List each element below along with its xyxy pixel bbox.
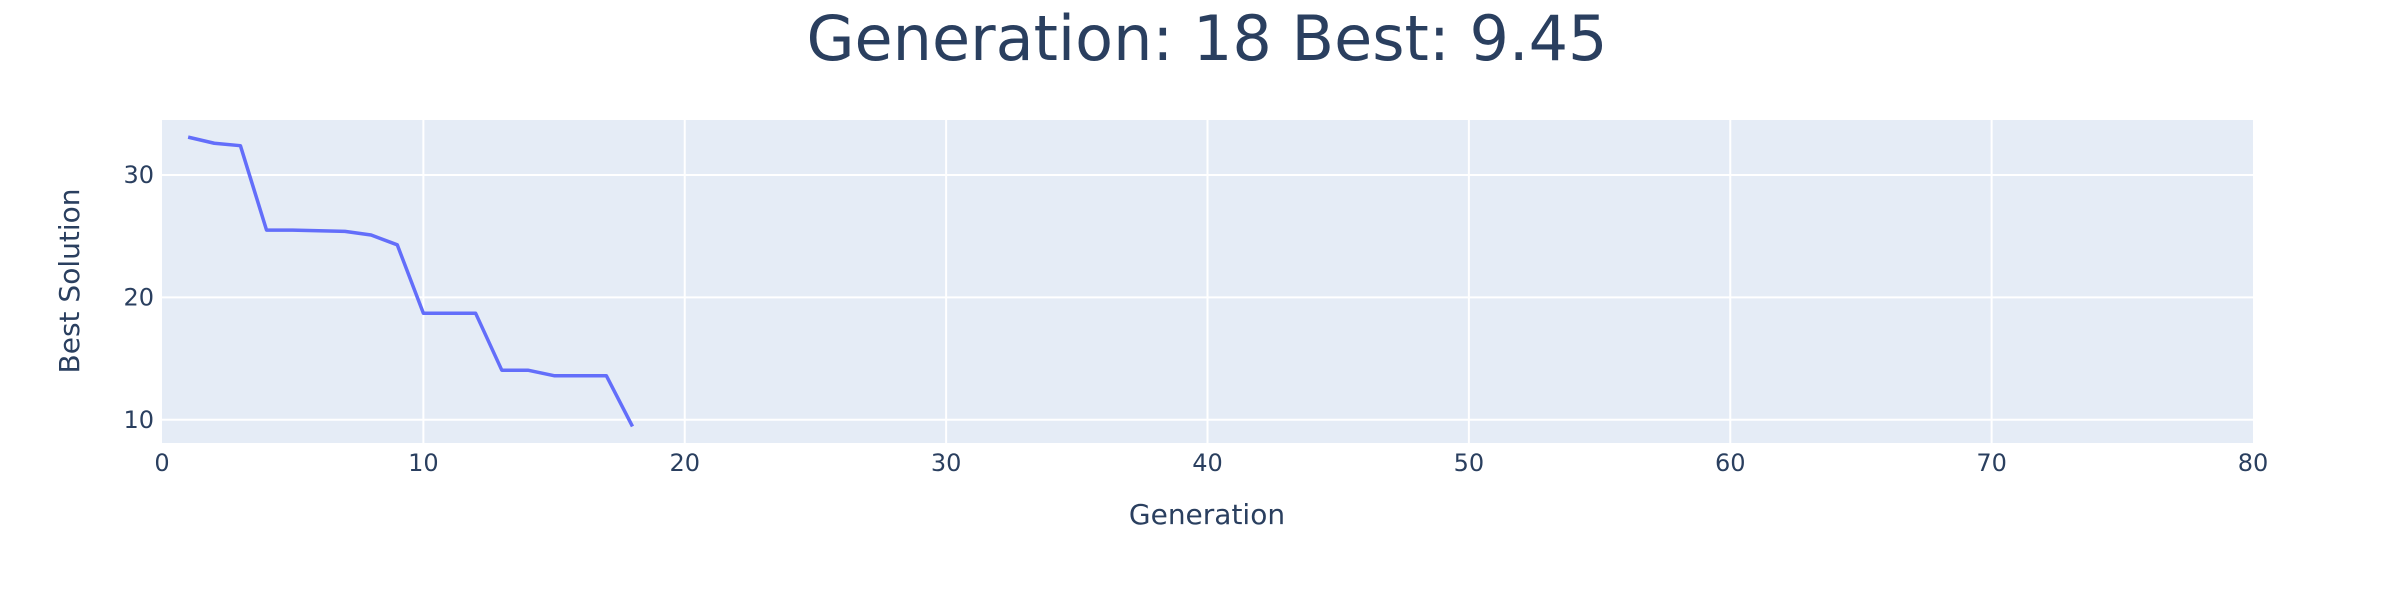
chart-title: Generation: 18 Best: 9.45 [806, 2, 1607, 75]
y-tick-labels: 10 20 30 [123, 161, 154, 434]
data-point [368, 232, 374, 238]
x-tick-label: 40 [1192, 449, 1223, 477]
data-point [525, 367, 531, 373]
x-tick-label: 20 [669, 449, 700, 477]
x-tick-labels: 0 10 20 30 40 50 60 70 80 [154, 449, 2268, 477]
data-point [577, 373, 583, 379]
data-point [264, 227, 270, 233]
data-point [603, 373, 609, 379]
data-point [342, 228, 348, 234]
x-tick-label: 0 [154, 449, 169, 477]
data-point [629, 423, 635, 429]
series-layer [185, 134, 635, 429]
y-tick-label: 20 [123, 283, 154, 311]
data-point [290, 227, 296, 233]
y-tick-label: 10 [123, 406, 154, 434]
data-point [551, 373, 557, 379]
grid-lines-y [162, 174, 2253, 421]
grid-lines-x [422, 120, 1993, 443]
x-tick-label: 30 [931, 449, 962, 477]
data-point [499, 367, 505, 373]
x-tick-label: 10 [408, 449, 439, 477]
x-tick-label: 60 [1715, 449, 1746, 477]
x-tick-label: 80 [2238, 449, 2269, 477]
data-point [316, 228, 322, 234]
data-point [237, 143, 243, 149]
data-point [473, 310, 479, 316]
y-axis-label: Best Solution [53, 189, 86, 374]
data-point [185, 134, 191, 140]
data-point [447, 310, 453, 316]
x-tick-label: 50 [1454, 449, 1485, 477]
y-tick-label: 30 [123, 161, 154, 189]
x-axis-label: Generation [1129, 498, 1285, 531]
data-point [211, 140, 217, 146]
data-point [394, 242, 400, 248]
x-tick-label: 70 [1976, 449, 2007, 477]
series-line [187, 135, 635, 428]
data-point [420, 310, 426, 316]
